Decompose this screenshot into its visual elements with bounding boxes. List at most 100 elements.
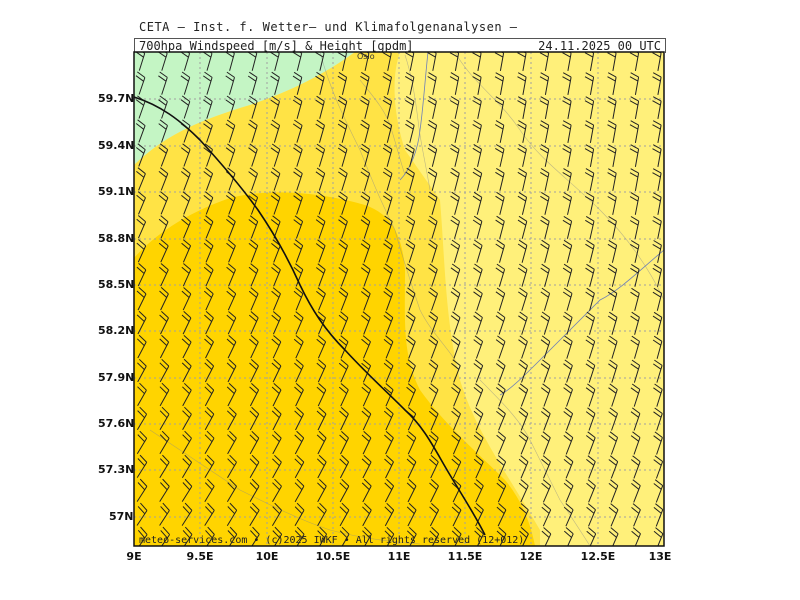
wind-barb <box>631 479 641 503</box>
wind-barb <box>360 239 371 263</box>
wind-barb <box>629 192 640 215</box>
wind-barb <box>361 311 371 335</box>
wind-barb <box>204 311 214 335</box>
wind-barb <box>630 359 641 383</box>
wind-barb <box>427 96 437 119</box>
wind-barb <box>517 167 527 191</box>
wind-barb <box>159 334 170 359</box>
wind-barb <box>315 167 326 191</box>
wind-barb <box>225 119 236 143</box>
wind-barb <box>451 526 462 546</box>
wind-barb <box>339 454 350 479</box>
wind-barb <box>429 455 439 479</box>
wind-barb <box>652 240 662 263</box>
wind-barb <box>270 143 281 167</box>
wind-barb <box>339 407 349 431</box>
wind-barb <box>159 311 169 335</box>
wind-barb <box>427 143 438 167</box>
wind-barb <box>539 72 550 95</box>
lon-label: 11E <box>387 550 411 563</box>
wind-barb <box>270 119 281 143</box>
wind-barb <box>317 502 327 527</box>
wind-barb <box>472 215 483 239</box>
lat-label: 58.5N <box>98 278 135 291</box>
wind-barb <box>338 263 349 287</box>
wind-barb <box>360 71 370 95</box>
wind-barb <box>317 478 327 503</box>
wind-barb <box>272 454 282 479</box>
wind-barb <box>518 455 529 479</box>
wind-barb <box>586 527 597 546</box>
wind-barb <box>315 143 326 167</box>
wind-barb <box>562 96 572 119</box>
wind-barb <box>181 478 193 502</box>
wind-barb <box>540 335 551 359</box>
wind-barb <box>293 215 304 239</box>
wind-barb <box>584 72 595 95</box>
wind-barb <box>405 215 416 239</box>
wind-barb <box>250 526 260 546</box>
wind-barb <box>406 526 417 546</box>
wind-barb <box>405 191 415 215</box>
wind-barb <box>338 383 349 407</box>
wind-barb <box>406 502 417 527</box>
wind-barb <box>203 167 214 191</box>
wind-barb <box>294 359 304 383</box>
wind-barb <box>271 311 282 335</box>
wind-barb <box>136 334 147 359</box>
wind-barb <box>405 95 415 119</box>
wind-barb <box>429 526 440 546</box>
wind-barb <box>159 358 170 383</box>
wind-barb <box>158 191 169 215</box>
wind-barb <box>652 96 662 119</box>
wind-barb <box>360 263 371 287</box>
wind-barb <box>225 191 236 215</box>
wind-barb <box>270 95 280 119</box>
wind-barb <box>473 455 484 479</box>
lat-label: 59.7N <box>98 92 135 105</box>
wind-barb <box>158 119 168 143</box>
wind-barb <box>339 502 350 527</box>
wind-barb <box>472 96 482 119</box>
wind-barb <box>315 71 325 95</box>
wind-barb <box>135 143 146 167</box>
wind-barb <box>181 287 192 311</box>
wind-barb <box>271 287 281 311</box>
wind-barb <box>562 192 572 215</box>
wind-barb <box>494 120 505 143</box>
wind-barb <box>563 527 574 546</box>
wind-barb <box>540 359 551 383</box>
wind-barb <box>159 454 170 478</box>
wind-barb <box>607 72 617 95</box>
wind-barb <box>272 526 283 546</box>
wind-barb <box>517 215 528 239</box>
wind-barb <box>405 287 416 311</box>
wind-barb <box>585 407 596 431</box>
wind-barb <box>203 263 214 287</box>
wind-barb <box>249 406 260 431</box>
wind-barb <box>406 359 416 383</box>
wind-barb <box>450 239 461 263</box>
wind-barb <box>450 143 460 167</box>
wind-barb <box>181 358 192 383</box>
wind-barb <box>405 119 415 143</box>
wind-barb <box>562 168 572 191</box>
wind-barb <box>608 335 618 359</box>
wind-barb <box>474 479 484 503</box>
wind-barb <box>180 95 191 119</box>
wind-barb <box>652 287 663 311</box>
wind-barb <box>293 191 303 215</box>
wind-barb <box>496 479 507 503</box>
wind-barb <box>631 527 641 546</box>
wind-barb <box>204 382 215 407</box>
wind-barb <box>137 358 147 383</box>
wind-barb <box>450 263 461 287</box>
wind-barb <box>225 143 236 167</box>
wind-barb <box>315 95 325 119</box>
wind-barb <box>586 503 596 527</box>
wind-barb <box>294 383 304 407</box>
wind-barb <box>607 168 617 191</box>
wind-barb <box>495 263 506 287</box>
wind-barb <box>608 431 619 455</box>
wind-barb <box>158 167 169 191</box>
